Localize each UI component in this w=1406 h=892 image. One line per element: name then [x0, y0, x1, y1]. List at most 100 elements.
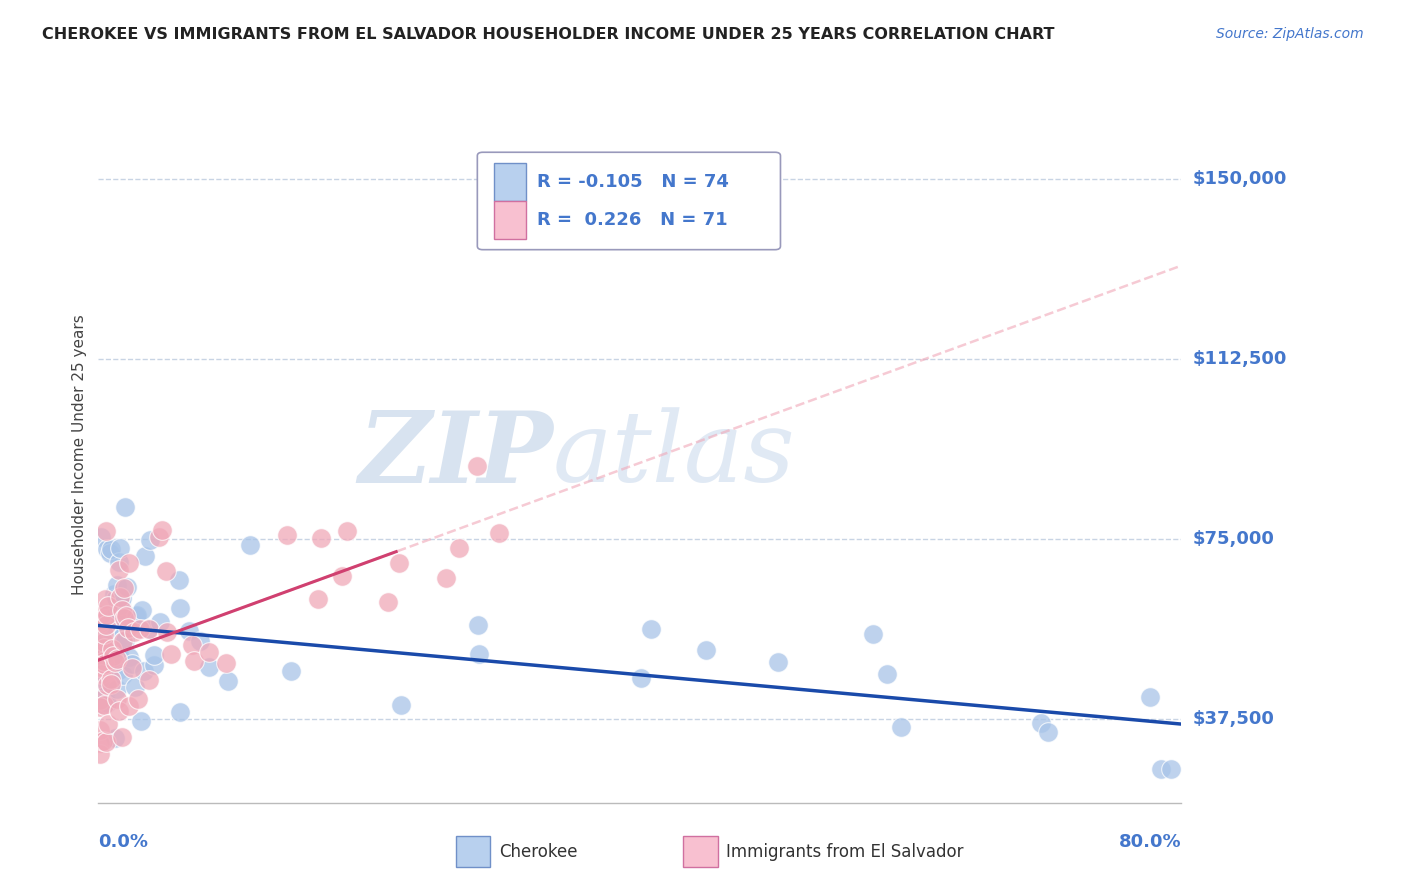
Point: [117, 621, 139, 635]
Point: [111, 730, 134, 744]
Point: [311, 532, 333, 546]
Point: [197, 660, 219, 674]
Point: [100, 676, 122, 690]
Point: [93, 635, 115, 649]
Text: ZIP: ZIP: [359, 407, 553, 503]
Point: [630, 671, 652, 685]
Point: [110, 603, 132, 617]
Text: 80.0%: 80.0%: [1118, 833, 1181, 851]
Point: [332, 569, 354, 583]
Point: [89, 723, 111, 737]
Point: [96, 677, 118, 691]
Point: [862, 627, 884, 641]
Point: [217, 674, 239, 689]
Y-axis label: Householder Income Under 25 years: Householder Income Under 25 years: [72, 315, 87, 595]
Point: [107, 640, 129, 655]
Text: atlas: atlas: [553, 408, 796, 502]
Point: [89, 660, 111, 674]
Point: [105, 652, 128, 666]
Point: [1036, 725, 1059, 739]
Point: [101, 641, 124, 656]
Point: [131, 714, 153, 728]
Point: [93, 657, 115, 672]
Point: [98, 623, 121, 637]
Point: [169, 601, 191, 615]
Point: [111, 591, 134, 605]
Point: [98, 546, 121, 560]
Point: [118, 649, 141, 664]
Point: [215, 657, 238, 671]
Point: [160, 648, 183, 662]
Point: [467, 648, 489, 662]
Point: [96, 524, 118, 538]
Point: [90, 666, 112, 681]
Point: [93, 640, 115, 655]
Point: [121, 661, 143, 675]
Text: R =  0.226   N = 71: R = 0.226 N = 71: [537, 211, 727, 229]
FancyBboxPatch shape: [456, 836, 491, 867]
Point: [181, 638, 204, 652]
Point: [96, 618, 118, 632]
Point: [118, 699, 141, 714]
Point: [104, 731, 127, 746]
Point: [122, 624, 145, 639]
Point: [94, 591, 117, 606]
Point: [97, 717, 120, 731]
Point: [105, 591, 128, 606]
Point: [148, 530, 170, 544]
Point: [307, 592, 329, 607]
Point: [108, 647, 131, 661]
Point: [1160, 762, 1182, 776]
Point: [98, 645, 121, 659]
Point: [124, 680, 146, 694]
Point: [103, 656, 125, 670]
Point: [103, 640, 125, 654]
Point: [90, 608, 112, 623]
Point: [89, 633, 111, 648]
Point: [155, 564, 177, 578]
Point: [114, 632, 136, 647]
Point: [112, 634, 135, 648]
Point: [93, 627, 115, 641]
Point: [94, 689, 117, 703]
Point: [134, 549, 156, 563]
Point: [110, 598, 132, 612]
Point: [167, 573, 190, 587]
Point: [156, 624, 179, 639]
Point: [149, 615, 172, 629]
Point: [197, 645, 219, 659]
Point: [101, 649, 124, 664]
Point: [143, 648, 166, 663]
Point: [89, 615, 111, 629]
FancyBboxPatch shape: [683, 836, 717, 867]
Point: [134, 664, 156, 678]
Point: [108, 563, 131, 577]
Point: [138, 533, 160, 547]
Point: [1150, 762, 1173, 776]
Point: [115, 608, 138, 623]
Point: [640, 622, 662, 636]
Point: [121, 657, 143, 672]
Point: [114, 500, 136, 514]
Point: [188, 633, 211, 648]
Point: [138, 673, 160, 687]
Point: [90, 679, 112, 693]
Text: $112,500: $112,500: [1192, 350, 1286, 368]
Point: [388, 556, 411, 570]
Point: [136, 623, 159, 637]
Point: [96, 697, 118, 711]
Point: [131, 603, 153, 617]
Point: [183, 654, 205, 668]
Point: [89, 736, 111, 750]
Point: [890, 720, 912, 734]
Point: [150, 523, 173, 537]
Point: [488, 526, 510, 541]
Point: [112, 610, 135, 624]
Point: [138, 622, 160, 636]
Point: [105, 605, 128, 619]
Text: $37,500: $37,500: [1192, 710, 1274, 728]
Text: Immigrants from El Salvador: Immigrants from El Salvador: [727, 843, 965, 861]
Point: [93, 654, 115, 668]
Point: [125, 608, 148, 623]
Point: [107, 691, 129, 706]
